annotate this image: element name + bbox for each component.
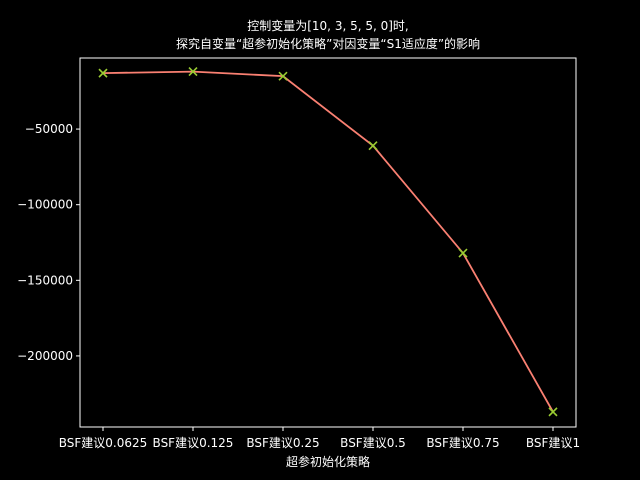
series-group: [98, 67, 558, 417]
data-point-marker: [188, 67, 198, 77]
series-line: [102, 70, 554, 413]
x-axis: BSF建议0.0625 BSF建议0.125 BSF建议0.25 BSF建议0.5 BS…: [59, 427, 580, 450]
data-point-marker: [278, 71, 288, 81]
x-tick-label: BSF建议0.0625: [59, 436, 148, 450]
x-tick-label: BSF建议0.25: [246, 436, 319, 450]
x-axis-label: 超参初始化策略: [286, 454, 370, 469]
data-point-marker: [548, 407, 558, 417]
data-point-marker: [458, 248, 468, 258]
y-tick-label: −50000: [25, 122, 73, 136]
y-tick-label: −200000: [17, 349, 73, 363]
x-tick-label: BSF建议0.75: [426, 436, 499, 450]
y-tick-label: −150000: [17, 273, 73, 287]
data-point-marker: [98, 68, 108, 78]
y-tick-label: −100000: [17, 198, 73, 212]
data-point-marker: [368, 141, 378, 151]
chart-title-line-2: 探究自变量“超参初始化策略”对因变量“S1适应度”的影响: [176, 36, 480, 51]
x-tick-label: BSF建议0.125: [153, 436, 234, 450]
plot-area-frame: [79, 57, 577, 428]
x-tick-label: BSF建议1: [526, 436, 580, 450]
x-tick-label: BSF建议0.5: [340, 436, 406, 450]
y-axis: −50000 −100000 −150000 −200000: [17, 122, 80, 363]
chart-title-line-1: 控制变量为[10, 3, 5, 5, 0]时,: [247, 18, 409, 33]
